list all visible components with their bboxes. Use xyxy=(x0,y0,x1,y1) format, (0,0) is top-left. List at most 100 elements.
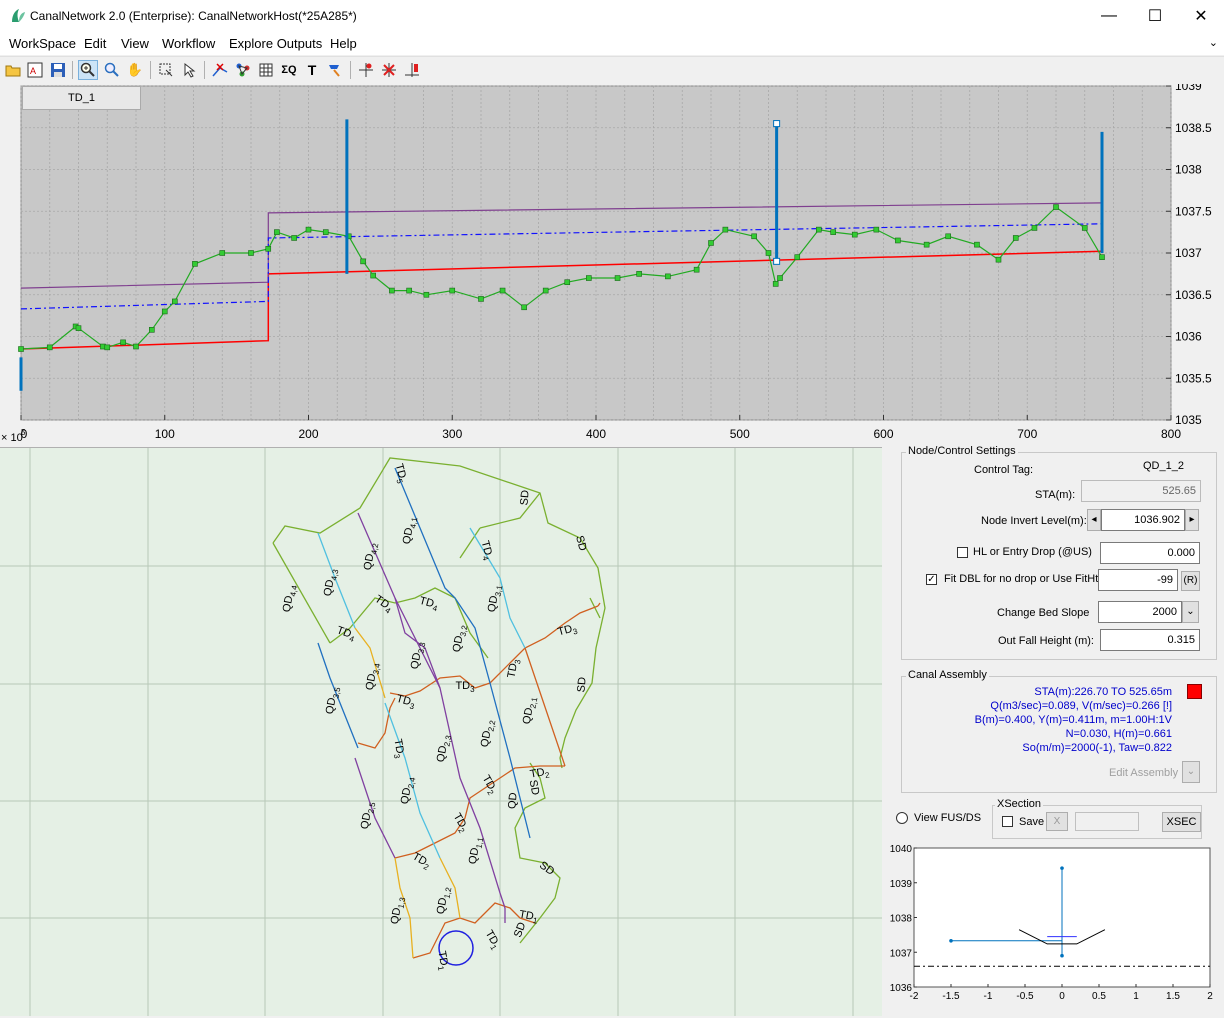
x-tick-label: 500 xyxy=(730,427,750,441)
ground-point-marker xyxy=(265,246,272,252)
ground-point-marker xyxy=(995,256,1002,263)
assembly-roughness: N=0.030, H(m)=0.661 xyxy=(1065,728,1172,740)
xsec-x-tick-label: -1 xyxy=(984,991,993,1002)
maximize-button[interactable]: ☐ xyxy=(1147,8,1163,25)
map-label: SD xyxy=(527,779,541,796)
hl-entry-drop-label: HL or Entry Drop (@US) xyxy=(973,546,1092,558)
x-axis-exponent: × 10 xyxy=(1,432,23,444)
paint-icon[interactable] xyxy=(325,60,345,80)
xsec-y-tick-label: 1036 xyxy=(890,983,913,994)
menu-help[interactable]: Help xyxy=(330,36,357,51)
map-label: QD1,3 xyxy=(389,895,408,925)
map-label: QD1,1 xyxy=(467,835,486,865)
node-control-settings-group: Node/Control Settings xyxy=(901,445,1217,660)
edit-assembly-chevron-icon[interactable]: ⌄ xyxy=(1182,761,1200,783)
ground-point-marker xyxy=(945,233,951,240)
invert-increment-button[interactable]: ▸ xyxy=(1185,509,1199,531)
pan-hand-icon[interactable]: ✋ xyxy=(126,62,144,77)
grid-icon[interactable] xyxy=(256,60,276,80)
map-label: QD3,2 xyxy=(451,623,470,653)
select-node-icon[interactable] xyxy=(156,60,176,80)
ground-point-marker xyxy=(521,304,527,311)
xsection-clear-button[interactable]: X xyxy=(1046,812,1068,831)
xsection-save-label: Save xyxy=(1019,816,1045,828)
menu-explore-outputs[interactable]: Explore Outputs xyxy=(229,36,323,51)
fit-height-field[interactable]: -99 xyxy=(1098,569,1178,591)
close-button[interactable]: ✕ xyxy=(1194,8,1208,25)
map-label: QD3,3 xyxy=(409,640,428,670)
node-invert-level-field[interactable]: 1036.902 xyxy=(1101,509,1185,531)
save-icon[interactable] xyxy=(48,60,68,80)
ground-point-marker xyxy=(478,296,484,302)
ground-point-marker xyxy=(765,250,772,256)
map-label: TD4 xyxy=(417,595,440,614)
minimize-button[interactable]: — xyxy=(1101,7,1117,24)
xsection-save-checkbox[interactable] xyxy=(1002,816,1013,827)
x-tick-label: 600 xyxy=(873,427,893,441)
bed-slope-dropdown-chevron-icon[interactable]: ⌄ xyxy=(1182,601,1199,623)
toolbar-separator xyxy=(350,61,351,79)
network-map[interactable]: TD5 SD QD4,1 SD QD4,2 TD4 QD4,3 QD3,1 QD4,4 TD4 TD… xyxy=(0,447,882,1016)
hl-entry-drop-field[interactable]: 0.000 xyxy=(1100,542,1200,564)
ground-point-marker xyxy=(722,226,729,233)
open-project-icon[interactable]: A xyxy=(25,60,45,80)
add-node-icon[interactable] xyxy=(356,60,376,80)
map-label: SD xyxy=(512,921,529,940)
map-label: QD4,1 xyxy=(401,515,420,545)
toolbar-separator xyxy=(72,61,73,79)
assembly-geometry: B(m)=0.400, Y(m)=0.411m, m=1.00H:1V xyxy=(974,714,1172,726)
xsec-x-tick-label: 0 xyxy=(1059,991,1065,1002)
menu-view[interactable]: View xyxy=(121,36,149,51)
profile-tab-td1[interactable]: TD_1 xyxy=(22,86,141,110)
canal-assembly-group: Canal Assembly xyxy=(901,669,1217,793)
y-tick-label: 1037 xyxy=(1175,246,1202,260)
network-map-canvas[interactable]: TD5 SD QD4,1 SD QD4,2 TD4 QD4,3 QD3,1 QD4,4 TD4 TD… xyxy=(0,448,882,1016)
canal-assembly-title: Canal Assembly xyxy=(906,669,989,681)
fit-dbl-checkbox[interactable]: ✓ xyxy=(926,574,937,585)
menu-bar: WorkSpace Edit View Workflow Explore Out… xyxy=(0,32,1224,55)
sigma-icon[interactable]: ΣQ xyxy=(281,64,297,76)
zoom-icon[interactable] xyxy=(102,60,122,80)
view-fus-ds-radio[interactable] xyxy=(896,812,908,824)
node-control-settings-title: Node/Control Settings xyxy=(906,445,1018,457)
pointer-add-icon[interactable] xyxy=(180,60,200,80)
ground-point-marker xyxy=(370,272,376,279)
bed-slope-field[interactable]: 2000 xyxy=(1098,601,1182,623)
ground-point-marker xyxy=(777,275,783,281)
network-icon[interactable] xyxy=(233,60,253,80)
xsec-button[interactable]: XSEC xyxy=(1162,812,1201,832)
ground-point-marker xyxy=(161,308,168,315)
y-tick-label: 1039 xyxy=(1175,84,1202,93)
ground-point-marker xyxy=(104,344,111,351)
split-icon[interactable] xyxy=(402,60,422,80)
text-icon[interactable]: T xyxy=(307,62,317,78)
map-label: SD xyxy=(575,677,588,693)
delete-node-icon[interactable] xyxy=(379,60,399,80)
menu-edit[interactable]: Edit xyxy=(84,36,107,51)
x-tick-label: 200 xyxy=(298,427,318,441)
menu-workspace[interactable]: WorkSpace xyxy=(9,36,76,51)
map-label: TD4 xyxy=(371,593,395,616)
ground-point-marker xyxy=(192,261,198,267)
ground-point-marker xyxy=(274,229,280,235)
open-folder-icon[interactable] xyxy=(3,60,23,80)
fit-reset-button[interactable]: (R) xyxy=(1181,571,1200,591)
ground-point-marker xyxy=(542,287,549,294)
hl-entry-drop-checkbox[interactable] xyxy=(957,547,968,558)
assembly-flow: Q(m3/sec)=0.089, V(m/sec)=0.266 [!] xyxy=(990,700,1172,712)
xsection-chart[interactable]: -2 -1.5 -1 -0.5 0 0.5 1 1.5 2 1036 1037 1038 1039 104… xyxy=(884,840,1224,1015)
invert-decrement-button[interactable]: ◂ xyxy=(1087,509,1101,531)
control-tag-label: Control Tag: xyxy=(974,464,1034,476)
svg-text:A: A xyxy=(30,66,36,76)
zoom-in-icon[interactable] xyxy=(78,60,98,80)
outfall-height-field[interactable]: 0.315 xyxy=(1100,629,1200,651)
xsection-name-field[interactable] xyxy=(1075,812,1139,831)
map-label: TD2 xyxy=(478,773,500,797)
cut-line-icon[interactable] xyxy=(210,60,230,80)
menu-workflow[interactable]: Workflow xyxy=(162,36,216,51)
menu-overflow-chevron-icon[interactable]: ⌄ xyxy=(1208,37,1218,49)
xsec-x-tick-label: 1.5 xyxy=(1166,991,1180,1002)
edit-assembly-button[interactable]: Edit Assembly xyxy=(1109,767,1179,779)
assembly-color-swatch[interactable] xyxy=(1187,684,1202,699)
